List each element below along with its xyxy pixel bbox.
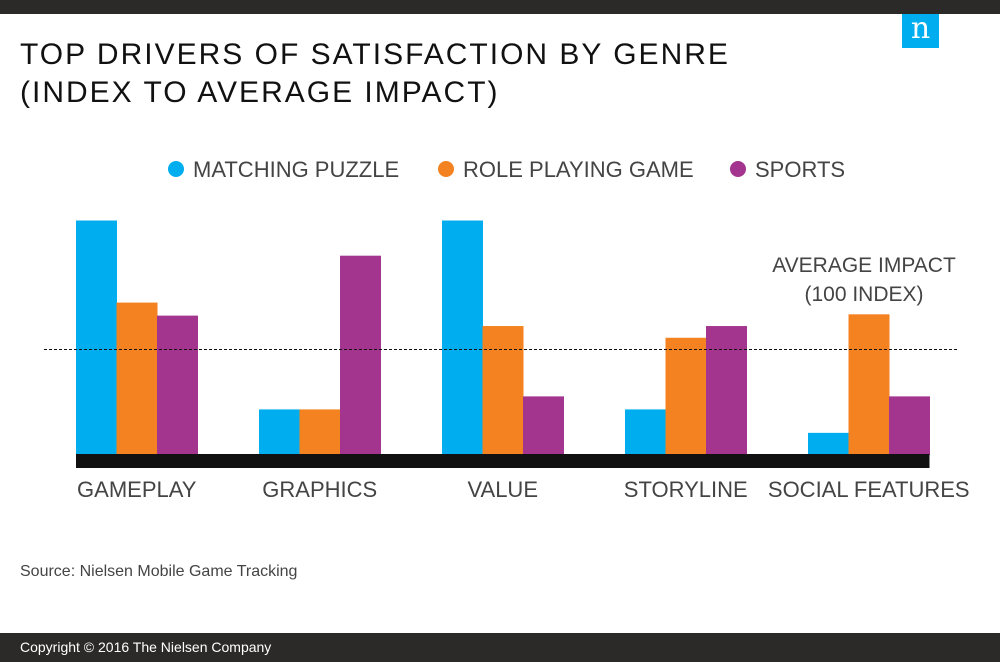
bar-value-sports [523,396,564,455]
chart-title: TOP DRIVERS OF SATISFACTION BY GENRE (IN… [20,36,730,112]
source-note: Source: Nielsen Mobile Game Tracking [20,563,298,580]
bar-social-features-matching-puzzle [808,432,849,455]
legend-swatch-sports [730,161,746,177]
x-label-graphics: GRAPHICS [262,477,377,502]
legend: MATCHING PUZZLE ROLE PLAYING GAME SPORTS [168,157,845,182]
bars-group [76,220,930,455]
legend-swatch-matching-puzzle [168,161,184,177]
title-line-1: TOP DRIVERS OF SATISFACTION BY GENRE [20,38,730,71]
x-label-social-features: SOCIAL FEATURES [768,477,970,502]
bar-storyline-role-playing-game [665,337,707,455]
bar-graphics-matching-puzzle [259,409,300,455]
bar-graphics-sports [340,255,381,455]
title-line-2: (INDEX TO AVERAGE IMPACT) [20,76,500,109]
nielsen-logo: n [902,14,939,48]
bar-value-role-playing-game [482,326,524,455]
x-label-gameplay: GAMEPLAY [77,477,197,502]
average-impact-sublabel: (100 INDEX) [804,283,923,306]
bar-gameplay-matching-puzzle [76,220,117,455]
x-axis-baseline [76,454,930,468]
bar-value-matching-puzzle [442,220,483,455]
legend-swatch-role-playing-game [438,161,454,177]
bar-gameplay-sports [157,315,198,455]
legend-label-role-playing-game: ROLE PLAYING GAME [463,157,694,182]
bar-social-features-role-playing-game [848,314,890,455]
bar-social-features-sports [889,396,930,455]
x-label-storyline: STORYLINE [624,477,748,502]
x-axis-labels: GAMEPLAY GRAPHICS VALUE STORYLINE SOCIAL FEA… [77,477,970,502]
footer-bar: Copyright © 2016 The Nielsen Company [0,633,1000,662]
legend-label-sports: SPORTS [755,157,845,182]
average-impact-label: AVERAGE IMPACT [772,254,956,277]
x-label-value: VALUE [467,477,538,502]
bar-gameplay-role-playing-game [116,302,158,455]
bar-storyline-sports [706,326,747,455]
bar-graphics-role-playing-game [299,409,341,455]
bar-storyline-matching-puzzle [625,409,666,455]
bar-chart: MATCHING PUZZLE ROLE PLAYING GAME SPORTS A… [44,157,970,502]
legend-label-matching-puzzle: MATCHING PUZZLE [193,157,399,182]
top-bar [0,0,1000,14]
copyright-text: Copyright © 2016 The Nielsen Company [20,639,272,655]
